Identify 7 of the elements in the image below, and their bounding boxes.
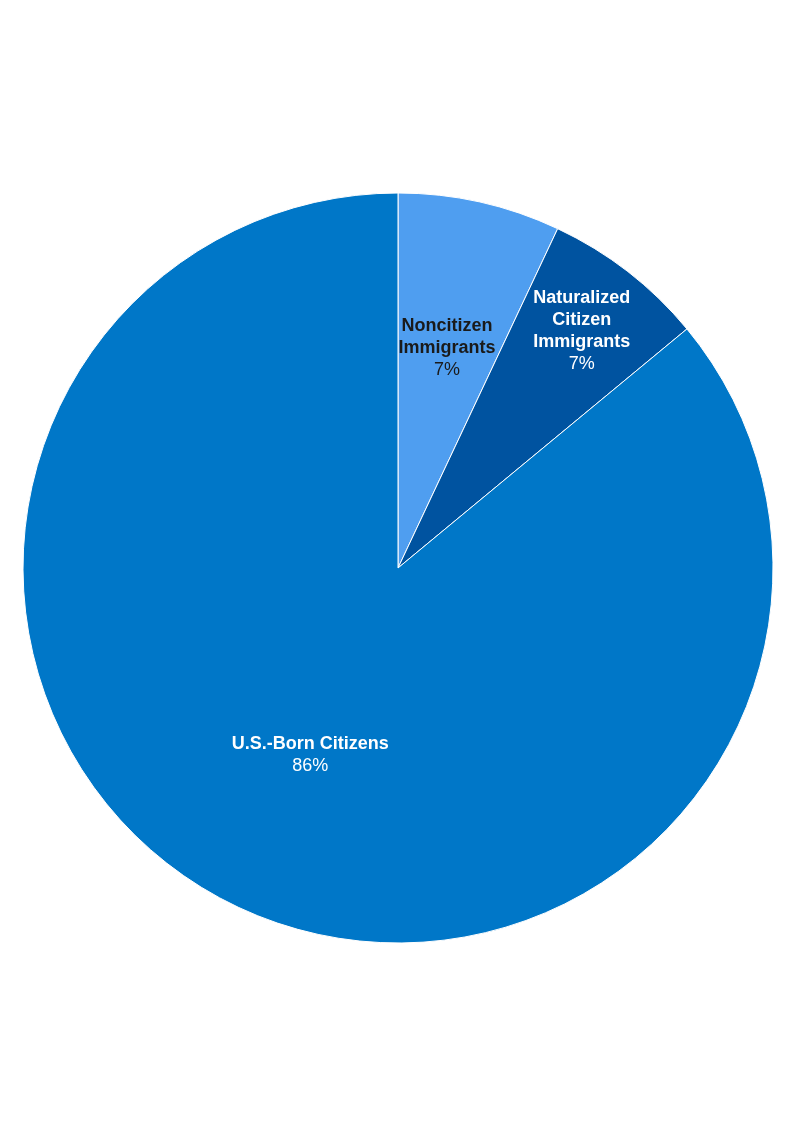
data-label: 7% — [568, 352, 595, 373]
data-label: 86% — [292, 754, 329, 775]
slice-label: Noncitizen Immigrants — [398, 315, 496, 358]
pie-slice — [22, 192, 774, 943]
data-label: 7% — [434, 359, 461, 380]
slice-label: Naturalized Citizen Immigrants — [533, 286, 631, 351]
slice-label: U.S.-Born Citizens — [231, 732, 389, 753]
